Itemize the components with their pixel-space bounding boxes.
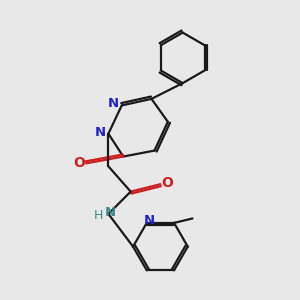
Text: H: H <box>94 209 104 222</box>
Text: N: N <box>108 98 119 110</box>
Text: N: N <box>94 126 106 139</box>
Text: N: N <box>144 214 155 227</box>
Text: O: O <box>74 156 86 170</box>
Text: O: O <box>161 176 173 190</box>
Text: N: N <box>104 206 116 219</box>
